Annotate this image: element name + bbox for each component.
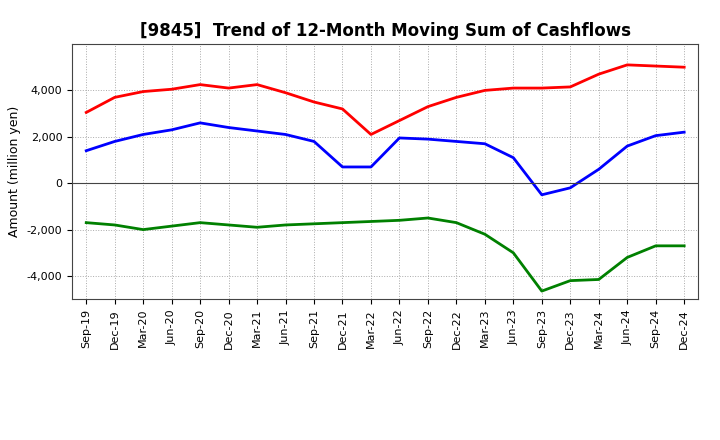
Operating Cashflow — [566, 84, 575, 90]
Operating Cashflow — [395, 118, 404, 123]
Free Cashflow — [338, 164, 347, 169]
Operating Cashflow — [509, 85, 518, 91]
Free Cashflow — [167, 127, 176, 132]
Free Cashflow — [452, 139, 461, 144]
Free Cashflow — [680, 129, 688, 135]
Investing Cashflow — [680, 243, 688, 249]
Operating Cashflow — [680, 65, 688, 70]
Free Cashflow — [82, 148, 91, 154]
Free Cashflow — [366, 164, 375, 169]
Investing Cashflow — [595, 277, 603, 282]
Operating Cashflow — [282, 90, 290, 95]
Operating Cashflow — [310, 99, 318, 105]
Investing Cashflow — [423, 215, 432, 220]
Investing Cashflow — [623, 255, 631, 260]
Investing Cashflow — [82, 220, 91, 225]
Investing Cashflow — [225, 222, 233, 227]
Free Cashflow — [537, 192, 546, 198]
Title: [9845]  Trend of 12-Month Moving Sum of Cashflows: [9845] Trend of 12-Month Moving Sum of C… — [140, 22, 631, 40]
Investing Cashflow — [452, 220, 461, 225]
Investing Cashflow — [196, 220, 204, 225]
Free Cashflow — [110, 139, 119, 144]
Free Cashflow — [566, 185, 575, 191]
Line: Investing Cashflow: Investing Cashflow — [86, 218, 684, 291]
Free Cashflow — [310, 139, 318, 144]
Y-axis label: Amount (million yen): Amount (million yen) — [8, 106, 21, 237]
Free Cashflow — [623, 143, 631, 149]
Investing Cashflow — [395, 218, 404, 223]
Operating Cashflow — [623, 62, 631, 67]
Operating Cashflow — [167, 87, 176, 92]
Investing Cashflow — [480, 231, 489, 237]
Free Cashflow — [139, 132, 148, 137]
Operating Cashflow — [110, 95, 119, 100]
Operating Cashflow — [423, 104, 432, 109]
Investing Cashflow — [310, 221, 318, 227]
Free Cashflow — [253, 128, 261, 134]
Investing Cashflow — [338, 220, 347, 225]
Free Cashflow — [282, 132, 290, 137]
Investing Cashflow — [566, 278, 575, 283]
Investing Cashflow — [537, 289, 546, 294]
Investing Cashflow — [652, 243, 660, 249]
Operating Cashflow — [225, 85, 233, 91]
Operating Cashflow — [338, 106, 347, 112]
Operating Cashflow — [139, 89, 148, 94]
Operating Cashflow — [253, 82, 261, 87]
Investing Cashflow — [366, 219, 375, 224]
Operating Cashflow — [82, 110, 91, 115]
Investing Cashflow — [509, 250, 518, 256]
Free Cashflow — [595, 167, 603, 172]
Free Cashflow — [196, 120, 204, 125]
Investing Cashflow — [253, 225, 261, 230]
Operating Cashflow — [196, 82, 204, 87]
Investing Cashflow — [167, 224, 176, 229]
Free Cashflow — [509, 155, 518, 160]
Investing Cashflow — [139, 227, 148, 232]
Operating Cashflow — [480, 88, 489, 93]
Free Cashflow — [395, 136, 404, 141]
Free Cashflow — [423, 136, 432, 142]
Line: Operating Cashflow: Operating Cashflow — [86, 65, 684, 135]
Free Cashflow — [480, 141, 489, 147]
Operating Cashflow — [652, 63, 660, 69]
Free Cashflow — [652, 133, 660, 138]
Legend: Operating Cashflow, Investing Cashflow, Free Cashflow: Operating Cashflow, Investing Cashflow, … — [135, 438, 635, 440]
Line: Free Cashflow: Free Cashflow — [86, 123, 684, 195]
Investing Cashflow — [282, 222, 290, 227]
Operating Cashflow — [537, 85, 546, 91]
Free Cashflow — [225, 125, 233, 130]
Investing Cashflow — [110, 222, 119, 227]
Operating Cashflow — [452, 95, 461, 100]
Operating Cashflow — [366, 132, 375, 137]
Operating Cashflow — [595, 72, 603, 77]
